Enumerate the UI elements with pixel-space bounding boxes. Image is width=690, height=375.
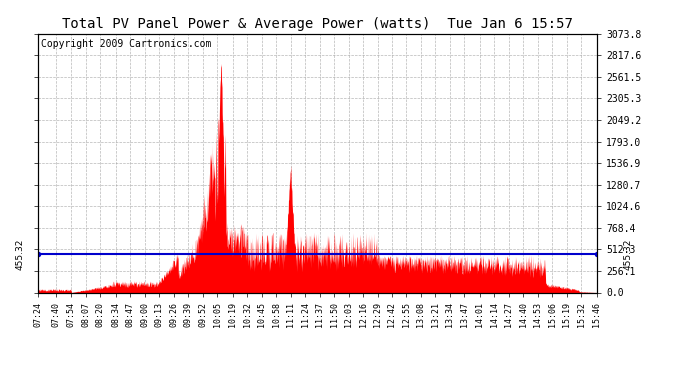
Text: Copyright 2009 Cartronics.com: Copyright 2009 Cartronics.com: [41, 39, 211, 49]
Title: Total PV Panel Power & Average Power (watts)  Tue Jan 6 15:57: Total PV Panel Power & Average Power (wa…: [62, 17, 573, 31]
Text: 455.32: 455.32: [623, 238, 632, 270]
Text: 455.32: 455.32: [16, 238, 25, 270]
